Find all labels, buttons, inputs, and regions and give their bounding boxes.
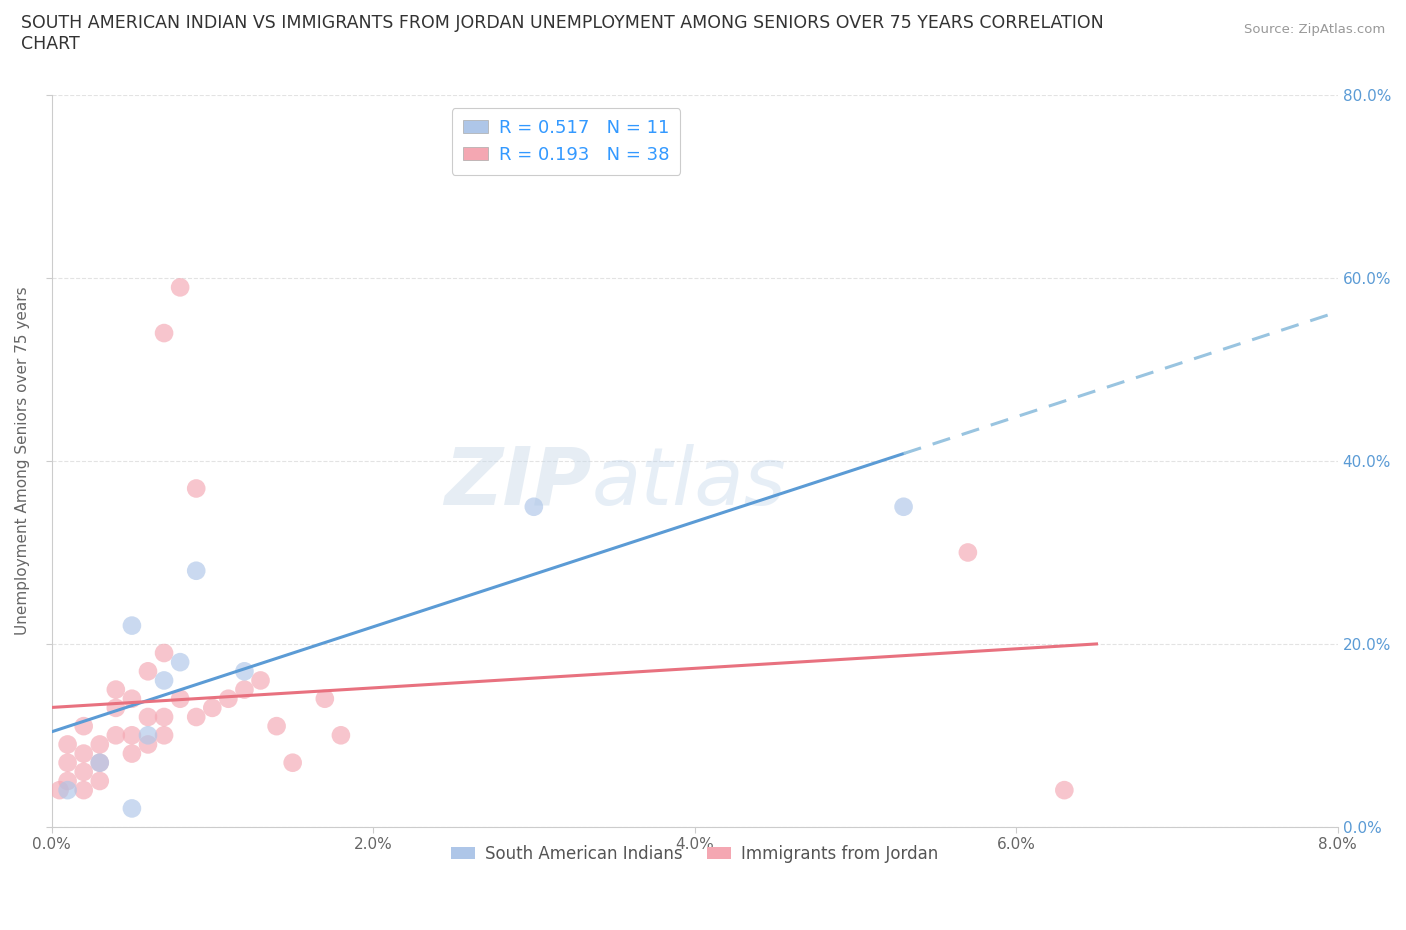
Point <box>169 280 191 295</box>
Point <box>201 700 224 715</box>
Point <box>136 710 159 724</box>
Point <box>136 664 159 679</box>
Text: Source: ZipAtlas.com: Source: ZipAtlas.com <box>1244 23 1385 36</box>
Point <box>893 499 915 514</box>
Point <box>153 673 176 688</box>
Point <box>523 499 546 514</box>
Point <box>73 719 96 734</box>
Point <box>314 691 336 706</box>
Point <box>121 746 143 761</box>
Point <box>121 728 143 743</box>
Text: ZIP: ZIP <box>444 444 592 522</box>
Point <box>121 691 143 706</box>
Point <box>121 618 143 633</box>
Point <box>186 481 208 496</box>
Point <box>956 545 979 560</box>
Point <box>136 737 159 751</box>
Point <box>329 728 352 743</box>
Point <box>233 682 256 697</box>
Point <box>169 691 191 706</box>
Y-axis label: Unemployment Among Seniors over 75 years: Unemployment Among Seniors over 75 years <box>15 286 30 635</box>
Point <box>1053 783 1076 798</box>
Point <box>48 783 70 798</box>
Point <box>169 655 191 670</box>
Point <box>73 746 96 761</box>
Point <box>89 774 111 789</box>
Point <box>56 755 79 770</box>
Point <box>104 700 127 715</box>
Point <box>89 755 111 770</box>
Point <box>56 774 79 789</box>
Point <box>266 719 288 734</box>
Point <box>89 737 111 751</box>
Point <box>56 783 79 798</box>
Point <box>153 710 176 724</box>
Point <box>104 728 127 743</box>
Point <box>73 783 96 798</box>
Point <box>56 737 79 751</box>
Point <box>153 326 176 340</box>
Point <box>233 664 256 679</box>
Point <box>217 691 239 706</box>
Point <box>249 673 271 688</box>
Point <box>136 728 159 743</box>
Point <box>153 645 176 660</box>
Point <box>104 682 127 697</box>
Point <box>186 710 208 724</box>
Point <box>121 801 143 816</box>
Text: SOUTH AMERICAN INDIAN VS IMMIGRANTS FROM JORDAN UNEMPLOYMENT AMONG SENIORS OVER : SOUTH AMERICAN INDIAN VS IMMIGRANTS FROM… <box>21 14 1104 53</box>
Point <box>186 564 208 578</box>
Point <box>89 755 111 770</box>
Text: atlas: atlas <box>592 444 786 522</box>
Point <box>153 728 176 743</box>
Point <box>281 755 304 770</box>
Point <box>73 764 96 779</box>
Legend: South American Indians, Immigrants from Jordan: South American Indians, Immigrants from … <box>444 838 945 870</box>
